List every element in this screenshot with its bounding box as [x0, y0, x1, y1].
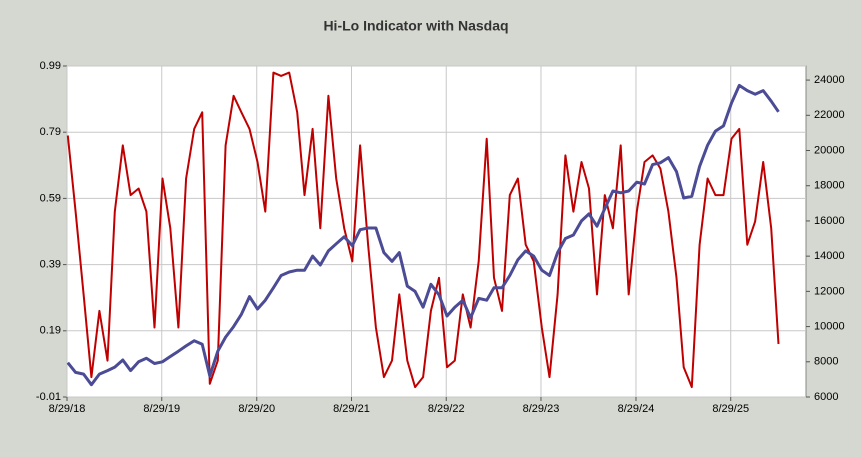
y2-tick-label: 18000: [814, 180, 845, 192]
x-tick-label: 8/29/18: [49, 403, 86, 415]
x-tick-label: 8/29/24: [618, 403, 655, 415]
y-tick-label: 0.19: [40, 325, 61, 337]
y2-tick-label: 20000: [814, 144, 845, 156]
y2-tick-label: 8000: [814, 356, 838, 368]
plot-area: [66, 65, 807, 398]
y2-tick-label: 10000: [814, 320, 845, 332]
series-line: [66, 71, 780, 389]
x-tick-label: 8/29/20: [238, 403, 275, 415]
x-tick-label: 8/29/21: [333, 403, 370, 415]
x-tick-label: 8/29/25: [712, 403, 749, 415]
y2-tick-label: 22000: [814, 109, 845, 121]
y-tick-label: 0.59: [40, 192, 61, 204]
chart-title: Hi-Lo Indicator with Nasdaq: [323, 18, 508, 34]
series-line: [66, 83, 780, 387]
x-tick-label: 8/29/22: [428, 403, 465, 415]
y2-tick-label: 14000: [814, 250, 845, 262]
x-tick-label: 8/29/23: [523, 403, 560, 415]
y-tick-label: 0.79: [40, 126, 61, 138]
y-tick-label: -0.01: [36, 391, 61, 403]
y2-tick-label: 6000: [814, 391, 838, 403]
y2-tick-label: 16000: [814, 215, 845, 227]
y2-tick-label: 12000: [814, 285, 845, 297]
x-tick-label: 8/29/19: [143, 403, 180, 415]
y-tick-label: 0.39: [40, 259, 61, 271]
y2-tick-label: 24000: [814, 74, 845, 86]
y-tick-label: 0.99: [40, 60, 61, 72]
